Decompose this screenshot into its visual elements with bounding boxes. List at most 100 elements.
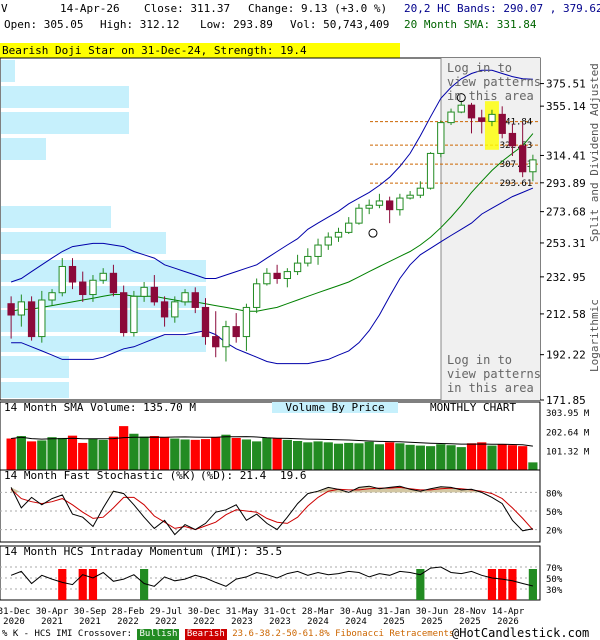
- candle-body: [263, 272, 271, 285]
- login-top-line-2: view patterns: [447, 75, 541, 89]
- volume-by-price-bar: [1, 232, 166, 254]
- volume-bar: [16, 436, 26, 470]
- volume-bar: [67, 435, 78, 470]
- x-axis-tick-label: 31-Dec: [0, 607, 30, 617]
- volume-bar: [425, 446, 436, 470]
- bullish-crossover-bar: [140, 569, 149, 600]
- volume-by-price-bar: [1, 382, 69, 398]
- x-axis-tick-year: 2024: [307, 617, 329, 627]
- footer-bearish: Bearish: [184, 629, 227, 640]
- volume-bar: [108, 436, 119, 470]
- volume-bar: [333, 443, 344, 470]
- volume-by-price-bar: [1, 86, 129, 108]
- footer-bullish: Bullish: [137, 629, 180, 640]
- volume-bar: [374, 444, 385, 470]
- stochastic-tick-label: 50%: [546, 508, 563, 518]
- header-sma: 20 Month SMA: 331.84: [404, 18, 537, 31]
- volume-by-price-bar: [1, 138, 46, 160]
- side-label: Split and Dividend Adjusted: [588, 63, 600, 242]
- volume-tick-label: 303.95 M: [546, 409, 590, 419]
- volume-bar: [57, 437, 67, 470]
- price-tick-label: 355.14: [546, 100, 586, 113]
- volume-by-price-bar: [1, 310, 206, 332]
- candle-body: [68, 265, 77, 283]
- x-axis-tick-year: 2023: [231, 617, 253, 627]
- footer-crossover: % K - HCS IMI Crossover:: [2, 629, 133, 639]
- candle-body: [273, 272, 281, 280]
- volume-bar: [313, 441, 323, 470]
- candle-body: [406, 194, 414, 199]
- x-axis-tick-label: 29-Jul: [150, 607, 183, 617]
- candle-body: [426, 152, 435, 189]
- x-axis-tick-year: 2025: [459, 617, 481, 627]
- candle-body: [7, 303, 15, 316]
- volume-bar: [292, 441, 303, 470]
- x-axis-tick-year: 2021: [79, 617, 101, 627]
- login-overlay-bottom[interactable]: Log in to view patterns in this area: [447, 353, 541, 395]
- volume-bar: [211, 437, 221, 470]
- bullish-crossover-bar: [416, 569, 425, 600]
- x-axis-tick-label: 30-Sep: [74, 607, 107, 617]
- volume-title: 14 Month SMA Volume: 135.70 M: [4, 401, 196, 414]
- volume-by-price-bar: [1, 356, 69, 378]
- footer-fib: 23.6-38.2-50-61.8% Fibonacci Retracement…: [232, 629, 455, 639]
- fib-level-label: 293.61: [500, 179, 533, 189]
- stochastic-tick-label: 80%: [546, 489, 563, 499]
- volume-bar: [221, 434, 231, 470]
- volume-bar: [477, 442, 487, 470]
- volume-bar: [518, 446, 528, 470]
- volume-bar: [507, 445, 518, 470]
- candle-body: [365, 204, 373, 209]
- x-axis-tick-label: 28-Nov: [454, 607, 487, 617]
- candle-body: [232, 326, 240, 338]
- volume-bar: [129, 433, 139, 470]
- candle-body: [17, 301, 26, 316]
- candle-body: [27, 301, 36, 338]
- price-tick-label: 253.31: [546, 237, 586, 250]
- volume-bar: [262, 437, 272, 470]
- bearish-crossover-bar: [88, 569, 98, 600]
- volume-bar: [405, 444, 415, 470]
- volume-bar: [272, 438, 282, 470]
- x-axis-tick-year: 2025: [383, 617, 405, 627]
- candle-body: [130, 295, 138, 334]
- pattern-banner: Bearish Doji Star on 31-Dec-24, Strength…: [0, 43, 400, 58]
- candle-body: [242, 306, 251, 338]
- login-overlay-top[interactable]: Log in to view patterns in this area: [447, 61, 541, 103]
- imi-line: [10, 566, 534, 587]
- footer-copyright[interactable]: @HotCandlestick.com: [452, 626, 590, 640]
- candle-body: [498, 113, 506, 134]
- x-axis-tick-year: 2026: [497, 617, 519, 627]
- candle-body: [140, 286, 148, 297]
- candle-body: [447, 111, 455, 124]
- volume-bar: [303, 442, 313, 470]
- candle-body: [334, 231, 343, 238]
- x-axis-tick-label: 31-May: [226, 607, 259, 617]
- bullish-crossover-bar: [528, 569, 537, 600]
- header-open: Open: 305.05: [4, 18, 84, 31]
- volume-bar: [487, 445, 497, 470]
- price-tick-label: 375.51: [546, 78, 586, 91]
- volume-bar: [364, 441, 374, 470]
- candle-body: [160, 301, 169, 318]
- candle-body: [191, 292, 199, 308]
- candle-body: [119, 292, 128, 334]
- candle-body: [467, 104, 476, 119]
- x-axis-tick-label: 31-Oct: [264, 607, 297, 617]
- candle-body: [304, 255, 312, 264]
- volume-sma-line: [11, 436, 533, 447]
- candle-body: [457, 104, 465, 113]
- price-tick-label: 232.95: [546, 271, 586, 284]
- volume-bar: [415, 445, 425, 470]
- x-axis-tick-label: 30-Jun: [416, 607, 449, 617]
- volume-bar: [170, 438, 180, 470]
- imi-panel-frame: [0, 545, 541, 601]
- candle-body: [252, 283, 261, 308]
- candle-body: [89, 279, 97, 296]
- stochastic-title: 14 Month Fast Stochastic (%K): [4, 469, 196, 482]
- lower-hc-band: [11, 187, 534, 365]
- x-axis-tick-label: 30-Dec: [188, 607, 221, 617]
- volume-bar: [190, 439, 200, 470]
- candle-body: [171, 301, 179, 318]
